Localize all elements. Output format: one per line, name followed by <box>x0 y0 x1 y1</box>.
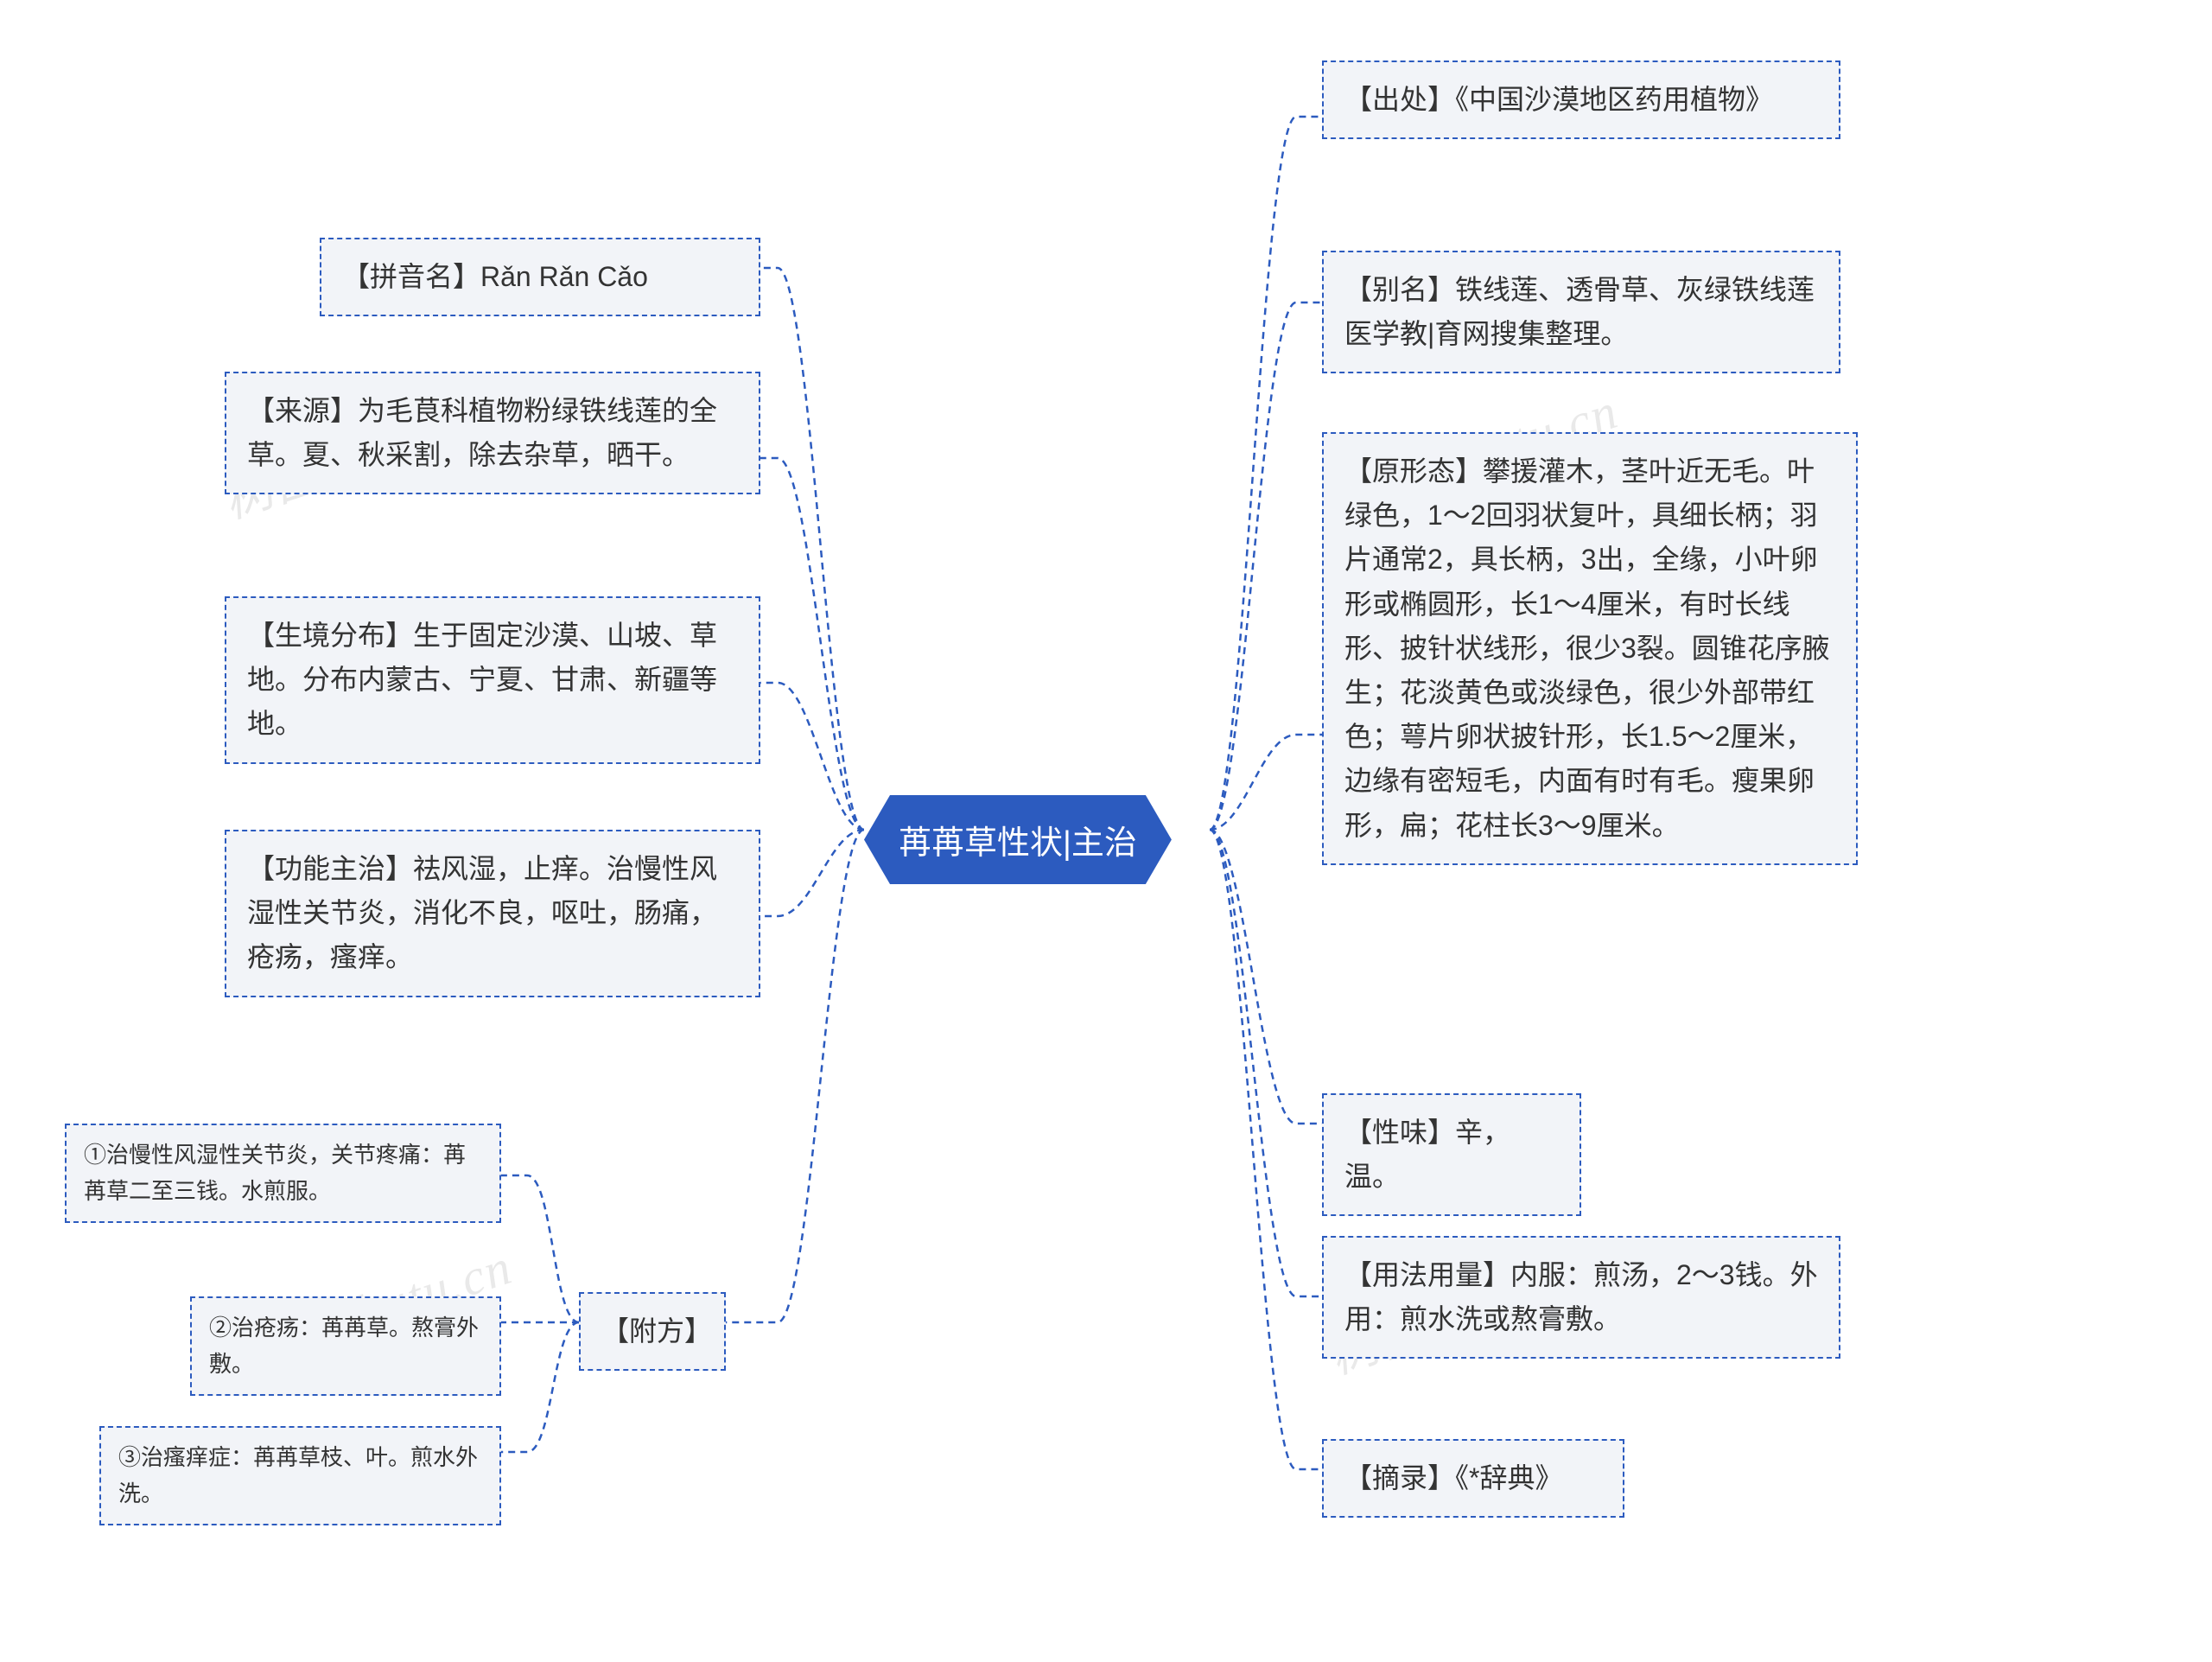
node-origin: 【出处】《中国沙漠地区药用植物》 <box>1322 60 1840 139</box>
node-pinyin: 【拼音名】Rǎn Rǎn Cǎo <box>320 238 760 316</box>
center-node: 苒苒草性状|主治 <box>864 795 1172 884</box>
node-source: 【来源】为毛茛科植物粉绿铁线莲的全草。夏、秋采割，除去杂草，晒干。 <box>225 372 760 494</box>
node-habitat: 【生境分布】生于固定沙漠、山坡、草地。分布内蒙古、宁夏、甘肃、新疆等地。 <box>225 596 760 764</box>
node-usage: 【用法用量】内服：煎汤，2～3钱。外用：煎水洗或熬膏敷。 <box>1322 1236 1840 1359</box>
node-function: 【功能主治】祛风湿，止痒。治慢性风湿性关节炎，消化不良，呕吐，肠痛，疮疡，瘙痒。 <box>225 830 760 997</box>
node-taste: 【性味】辛，温。 <box>1322 1093 1581 1216</box>
node-morphology: 【原形态】攀援灌木，茎叶近无毛。叶绿色，1～2回羽状复叶，具细长柄；羽片通常2，… <box>1322 432 1858 865</box>
node-fufang: 【附方】 <box>579 1292 726 1371</box>
node-excerpt: 【摘录】《*辞典》 <box>1322 1439 1624 1518</box>
node-fufang-3: ③治瘙痒症：苒苒草枝、叶。煎水外洗。 <box>99 1426 501 1525</box>
node-alias: 【别名】铁线莲、透骨草、灰绿铁线莲医学教|育网搜集整理。 <box>1322 251 1840 373</box>
node-fufang-1: ①治慢性风湿性关节炎，关节疼痛：苒苒草二至三钱。水煎服。 <box>65 1124 501 1223</box>
node-fufang-2: ②治疮疡：苒苒草。熬膏外敷。 <box>190 1296 501 1396</box>
